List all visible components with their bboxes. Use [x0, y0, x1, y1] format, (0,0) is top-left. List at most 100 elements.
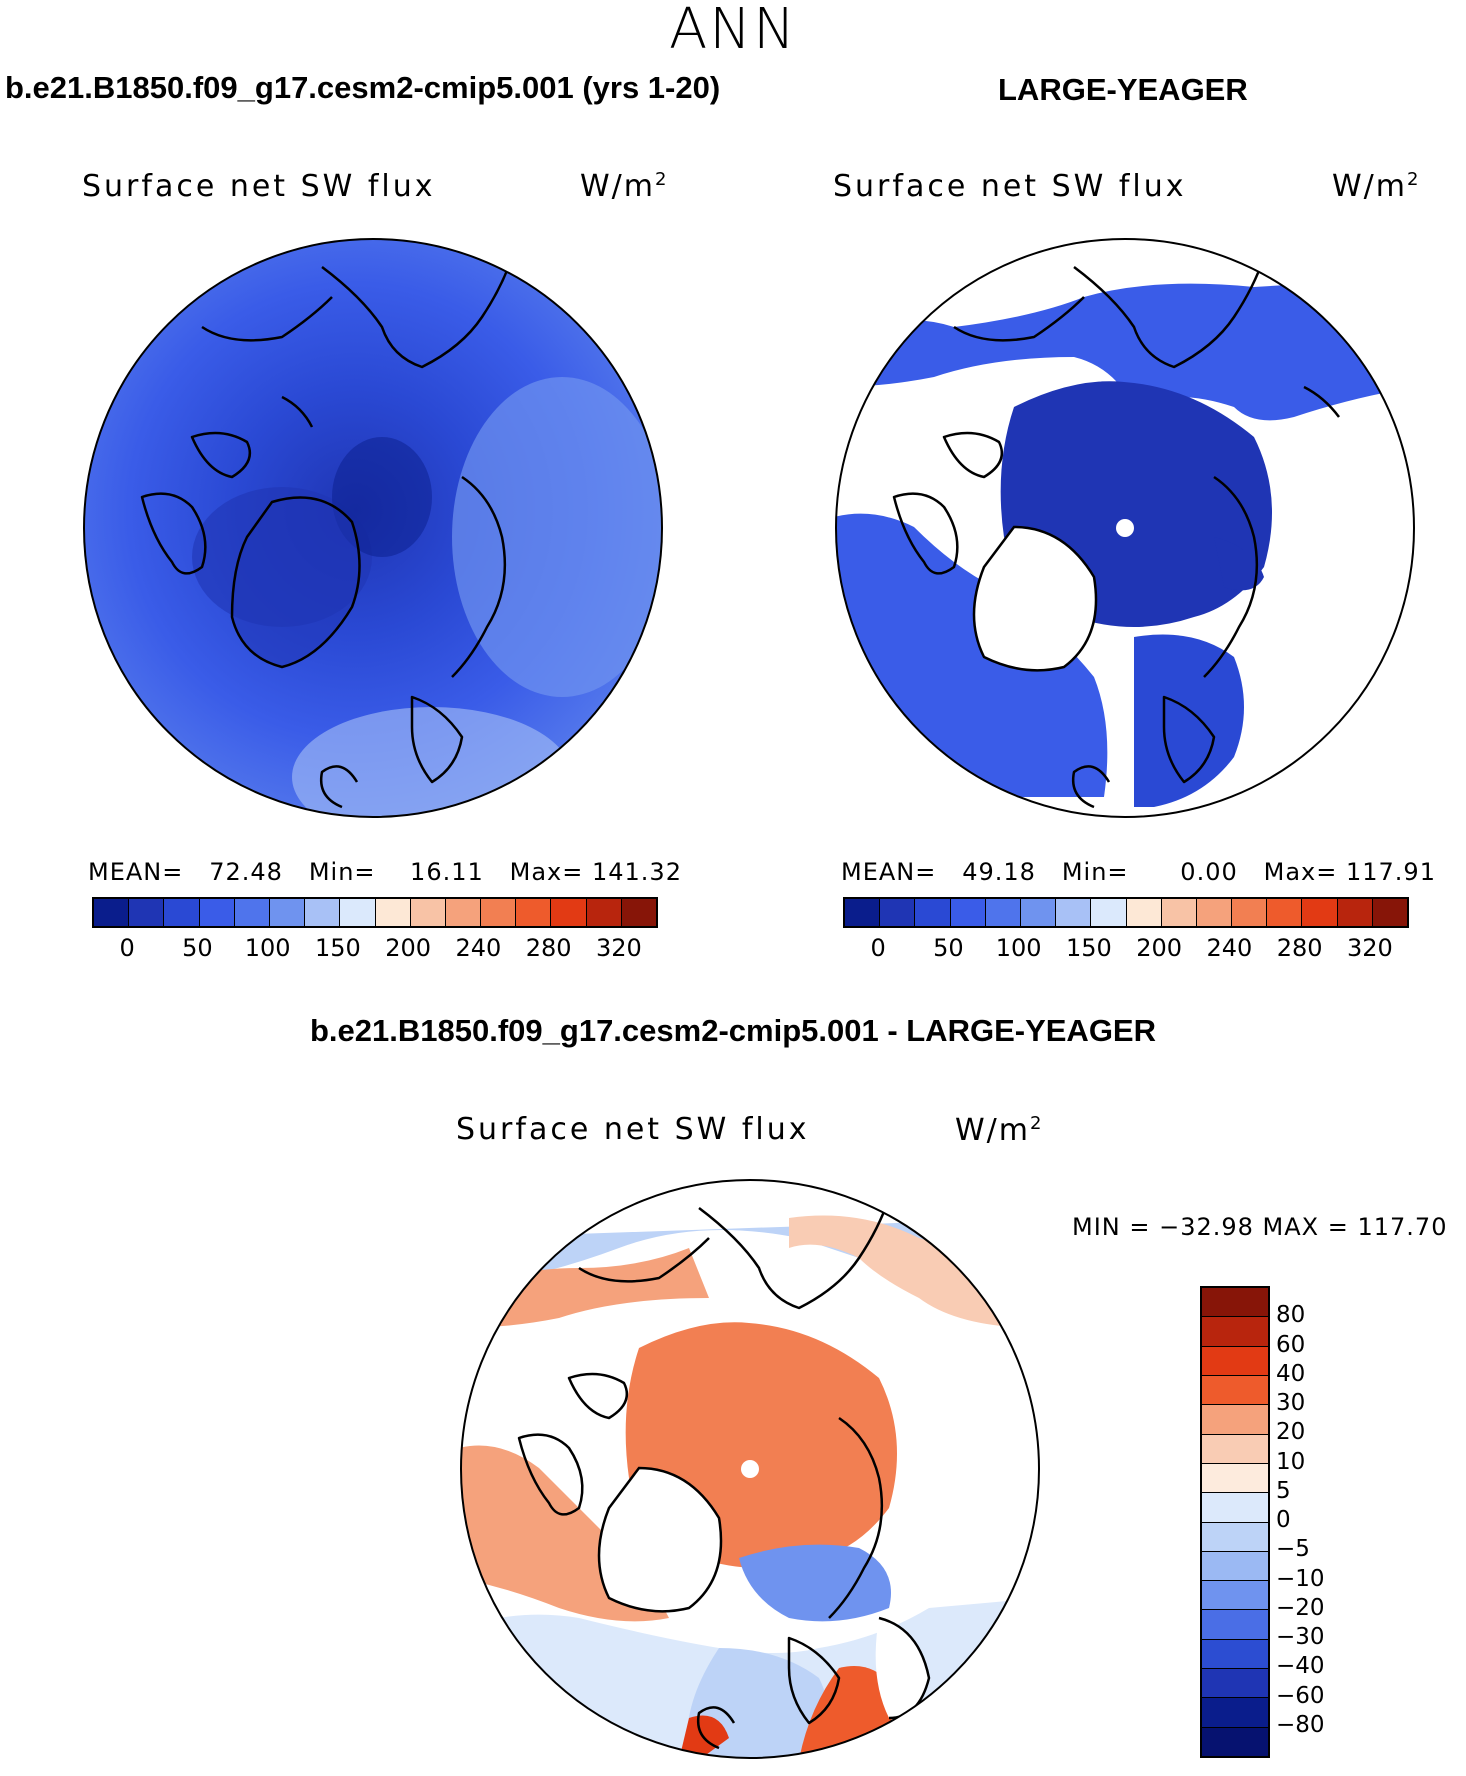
colorbar-swatch — [1056, 899, 1092, 926]
diff-case-title: b.e21.B1850.f09_g17.cesm2-cmip5.001 - LA… — [310, 1013, 1156, 1048]
colorbar-tick-label: 5 — [1276, 1477, 1291, 1504]
colorbar-tick-label: −80 — [1276, 1711, 1325, 1738]
colorbar-swatch — [94, 899, 130, 926]
diff-polar-map — [460, 1179, 1040, 1759]
colorbar-tick-label: 0 — [1276, 1507, 1291, 1533]
colorbar-swatch — [1202, 1493, 1268, 1523]
colorbar-tick-label: 100 — [995, 934, 1042, 962]
colorbar-swatch — [1202, 1727, 1268, 1756]
colorbar-swatch — [1302, 899, 1338, 926]
colorbar-swatch — [950, 899, 986, 926]
colorbar-tick-label: 40 — [1276, 1360, 1306, 1387]
panel2-case-title: LARGE-YEAGER — [998, 72, 1248, 107]
diff-colorbar — [1200, 1286, 1270, 1758]
panel2-variable-label: Surface net SW flux — [833, 169, 1187, 204]
colorbar-swatch — [845, 899, 881, 926]
colorbar-swatch — [1337, 899, 1373, 926]
colorbar-swatch — [164, 899, 200, 926]
panel1-colorbar — [92, 897, 658, 928]
page-title: ANN — [668, 0, 798, 62]
colorbar-tick-label: 280 — [525, 934, 572, 962]
colorbar-swatch — [551, 899, 587, 926]
colorbar-swatch — [1202, 1610, 1268, 1640]
colorbar-tick-label: 240 — [455, 934, 502, 962]
colorbar-swatch — [516, 899, 552, 926]
colorbar-swatch — [1202, 1434, 1268, 1464]
colorbar-tick-label: −5 — [1276, 1536, 1310, 1563]
colorbar-tick-label: 50 — [933, 934, 964, 962]
colorbar-swatch — [1267, 899, 1303, 926]
colorbar-swatch — [445, 899, 482, 926]
colorbar-swatch — [305, 899, 341, 926]
diff-colorbar-ticks: 80 60 40 30 20 10 5 0 −5 −10 −20 −30 −40 −60 −80 — [1276, 1286, 1356, 1754]
colorbar-tick-label: 10 — [1276, 1448, 1306, 1475]
colorbar-swatch — [269, 899, 306, 926]
colorbar-swatch — [1202, 1698, 1268, 1728]
colorbar-tick-label: 0 — [870, 934, 886, 962]
colorbar-swatch — [1126, 899, 1162, 926]
colorbar-tick-label: 200 — [385, 934, 432, 962]
colorbar-swatch — [1202, 1581, 1268, 1611]
colorbar-swatch — [1202, 1639, 1268, 1670]
colorbar-swatch — [1202, 1522, 1268, 1552]
colorbar-swatch — [1232, 899, 1268, 926]
colorbar-swatch — [1202, 1551, 1268, 1582]
panel2-units: W/m2 — [1332, 169, 1421, 204]
colorbar-tick-label: 30 — [1276, 1390, 1306, 1416]
colorbar-tick-label: 320 — [595, 934, 642, 962]
colorbar-tick-label: −40 — [1276, 1653, 1325, 1680]
colorbar-swatch — [1202, 1375, 1268, 1406]
colorbar-swatch — [1202, 1288, 1268, 1318]
diff-variable-label: Surface net SW flux — [456, 1112, 810, 1147]
colorbar-tick-label: −30 — [1276, 1624, 1325, 1650]
colorbar-tick-label: 80 — [1276, 1302, 1306, 1329]
panel1-colorbar-ticks: 0 50 100 150 200 240 280 320 — [92, 934, 658, 962]
diff-stats: MIN = −32.98 MAX = 117.70 — [1072, 1213, 1448, 1241]
colorbar-tick-label: 240 — [1206, 934, 1253, 962]
colorbar-swatch — [1202, 1463, 1268, 1494]
colorbar-swatch — [375, 899, 411, 926]
colorbar-tick-label: −20 — [1276, 1594, 1325, 1621]
panel2-stats: MEAN= 49.18 Min= 0.00 Max= 117.91 — [841, 858, 1436, 886]
colorbar-tick-label: 200 — [1136, 934, 1183, 962]
colorbar-tick-label: 60 — [1276, 1331, 1306, 1358]
colorbar-swatch — [340, 899, 376, 926]
colorbar-swatch — [129, 899, 165, 926]
colorbar-swatch — [880, 899, 916, 926]
panel1-stats: MEAN= 72.48 Min= 16.11 Max= 141.32 — [88, 858, 682, 886]
colorbar-swatch — [1161, 899, 1197, 926]
colorbar-tick-label: 280 — [1276, 934, 1323, 962]
colorbar-tick-label: 50 — [182, 934, 213, 962]
colorbar-swatch — [985, 899, 1021, 926]
panel1-polar-map — [83, 238, 663, 818]
colorbar-swatch — [1372, 899, 1407, 926]
colorbar-tick-label: 100 — [244, 934, 291, 962]
colorbar-swatch — [234, 899, 270, 926]
colorbar-swatch — [586, 899, 622, 926]
colorbar-swatch — [915, 899, 951, 926]
colorbar-swatch — [1202, 1669, 1268, 1699]
colorbar-tick-label: 0 — [119, 934, 135, 962]
colorbar-tick-label: 150 — [1065, 934, 1112, 962]
colorbar-swatch — [199, 899, 235, 926]
colorbar-swatch — [1202, 1346, 1268, 1376]
colorbar-swatch — [481, 899, 517, 926]
panel2-polar-map — [835, 238, 1415, 818]
panel1-case-title: b.e21.B1850.f09_g17.cesm2-cmip5.001 (yrs… — [5, 70, 721, 105]
colorbar-tick-label: 320 — [1346, 934, 1393, 962]
colorbar-tick-label: −60 — [1276, 1682, 1325, 1709]
colorbar-swatch — [1202, 1317, 1268, 1347]
colorbar-swatch — [1020, 899, 1057, 926]
panel2-colorbar-ticks: 0 50 100 150 200 240 280 320 — [843, 934, 1409, 962]
colorbar-tick-label: −10 — [1276, 1565, 1325, 1592]
colorbar-swatch — [1202, 1405, 1268, 1435]
diff-units: W/m2 — [955, 1113, 1044, 1148]
colorbar-swatch — [621, 899, 656, 926]
colorbar-swatch — [1091, 899, 1127, 926]
panel1-variable-label: Surface net SW flux — [82, 169, 436, 204]
colorbar-tick-label: 20 — [1276, 1419, 1306, 1446]
colorbar-swatch — [410, 899, 446, 926]
colorbar-swatch — [1196, 899, 1233, 926]
colorbar-tick-label: 150 — [314, 934, 361, 962]
panel1-units: W/m2 — [580, 169, 669, 204]
